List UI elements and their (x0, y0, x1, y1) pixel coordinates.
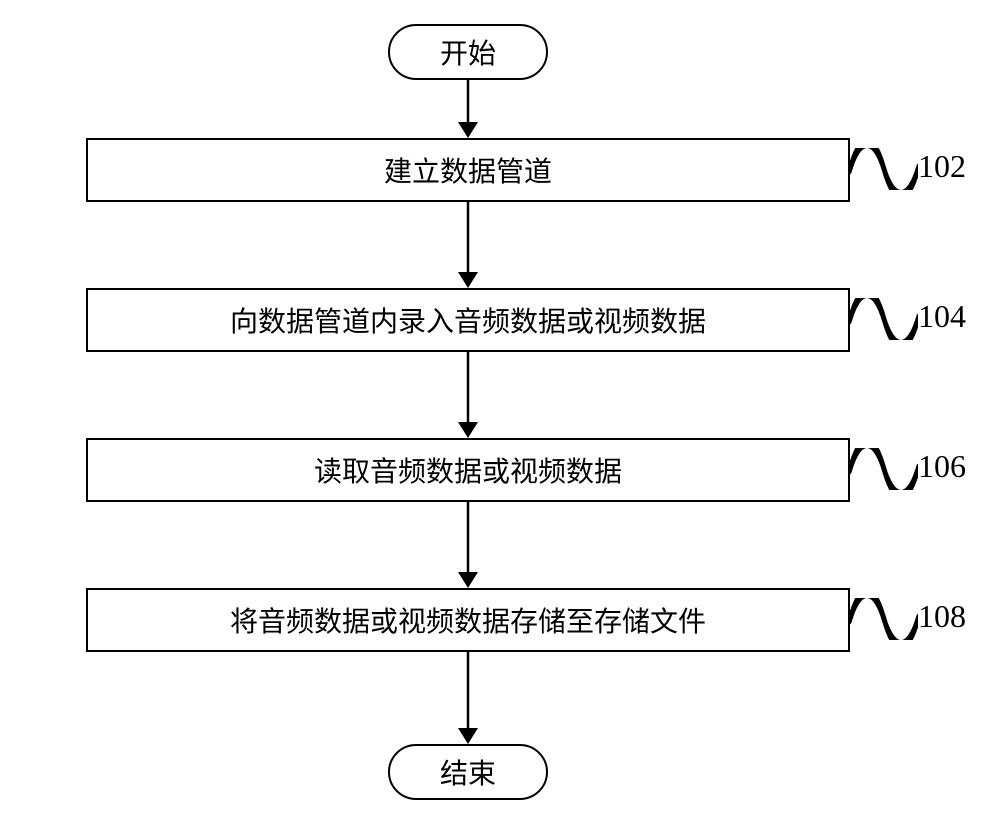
flowchart-canvas: 开始 建立数据管道 向数据管道内录入音频数据或视频数据 读取音频数据或视频数据 … (0, 0, 1000, 838)
arrow-5 (0, 0, 1000, 838)
